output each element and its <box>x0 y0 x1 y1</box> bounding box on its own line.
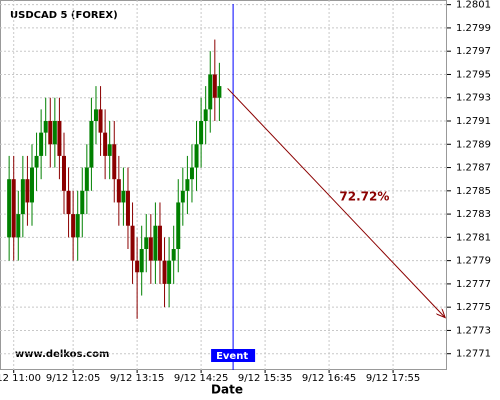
candle-body <box>189 167 194 180</box>
candle-body <box>116 179 121 203</box>
candle-body <box>29 167 34 203</box>
y-tick-label: 1.2773 <box>456 325 491 336</box>
y-tick-label: 1.2781 <box>456 232 491 243</box>
candle-body <box>98 109 103 133</box>
x-tick-label: 9/12 13:15 <box>110 373 164 384</box>
plot-area <box>0 0 447 370</box>
candle-body <box>71 214 76 238</box>
candle-body <box>199 121 204 145</box>
candle-body <box>43 121 48 133</box>
candle-body <box>7 179 12 238</box>
y-tick-label: 1.2775 <box>456 302 491 313</box>
candle-body <box>135 260 140 273</box>
event-label: Event <box>216 351 248 362</box>
watermark: www.delkos.com <box>15 349 109 360</box>
candle-body <box>11 179 16 238</box>
candle-body <box>162 260 167 284</box>
y-tick-label: 1.2779 <box>456 256 491 267</box>
candle-body <box>61 155 66 191</box>
x-tick-label: 9/12 16:45 <box>302 373 356 384</box>
candle-body <box>39 132 44 156</box>
x-tick-label: 9/12 15:35 <box>238 373 292 384</box>
candle-body <box>203 109 208 122</box>
chart-title: USDCAD 5 (FOREX) <box>10 10 118 21</box>
y-tick-label: 1.2795 <box>456 69 491 80</box>
candle-body <box>157 225 162 261</box>
x-tick-label: 9/12 11:00 <box>0 373 41 384</box>
x-tick-label: 9/12 17:55 <box>366 373 420 384</box>
candle-body <box>144 237 149 249</box>
y-tick-label: 1.2777 <box>456 279 491 290</box>
candle-body <box>66 190 71 215</box>
candle-body <box>167 260 172 284</box>
candle-body <box>176 202 181 249</box>
candle-body <box>194 144 199 168</box>
event-box <box>211 349 256 362</box>
candle-body <box>89 121 94 168</box>
x-axis-label: Date <box>211 383 243 397</box>
y-tick-label: 1.2785 <box>456 186 491 197</box>
candle-body <box>217 86 222 98</box>
candle-body <box>25 179 30 203</box>
candle-body <box>48 121 53 145</box>
y-tick-label: 1.2771 <box>456 349 491 360</box>
candle-body <box>208 74 213 110</box>
candle-body <box>125 190 130 226</box>
candle-body <box>75 214 80 238</box>
y-tick-label: 1.2793 <box>456 93 491 104</box>
candle-body <box>171 248 176 261</box>
candle-body <box>107 144 112 156</box>
y-tick-label: 1.2789 <box>456 139 491 150</box>
candle-body <box>121 190 126 203</box>
y-tick-label: 1.2797 <box>456 46 491 57</box>
candle-body <box>20 179 25 215</box>
candle-body <box>84 167 89 191</box>
x-tick-label: 9/12 14:25 <box>174 373 228 384</box>
candle-body <box>52 121 57 145</box>
y-tick-label: 1.2801 <box>456 0 491 11</box>
candle-body <box>103 132 108 156</box>
candle-body <box>139 248 144 273</box>
candle-body <box>212 74 217 98</box>
candle-body <box>93 109 98 122</box>
candle-body <box>130 225 135 261</box>
candle-body <box>148 237 153 261</box>
candle-body <box>185 179 190 191</box>
candle-body <box>80 190 85 215</box>
forecast-label: 72.72% <box>339 190 389 204</box>
y-tick-label: 1.2799 <box>456 23 491 34</box>
candle-body <box>180 190 185 203</box>
x-tick-label: 9/12 12:05 <box>46 373 100 384</box>
candle-body <box>16 214 21 238</box>
candle-body <box>57 121 62 156</box>
y-tick-label: 1.2791 <box>456 116 491 127</box>
candle-body <box>34 155 39 168</box>
candle-body <box>153 225 158 261</box>
forecast-arrow <box>227 88 446 317</box>
y-tick-label: 1.2783 <box>456 209 491 220</box>
y-tick-label: 1.2787 <box>456 163 491 174</box>
candle-body <box>112 144 117 180</box>
